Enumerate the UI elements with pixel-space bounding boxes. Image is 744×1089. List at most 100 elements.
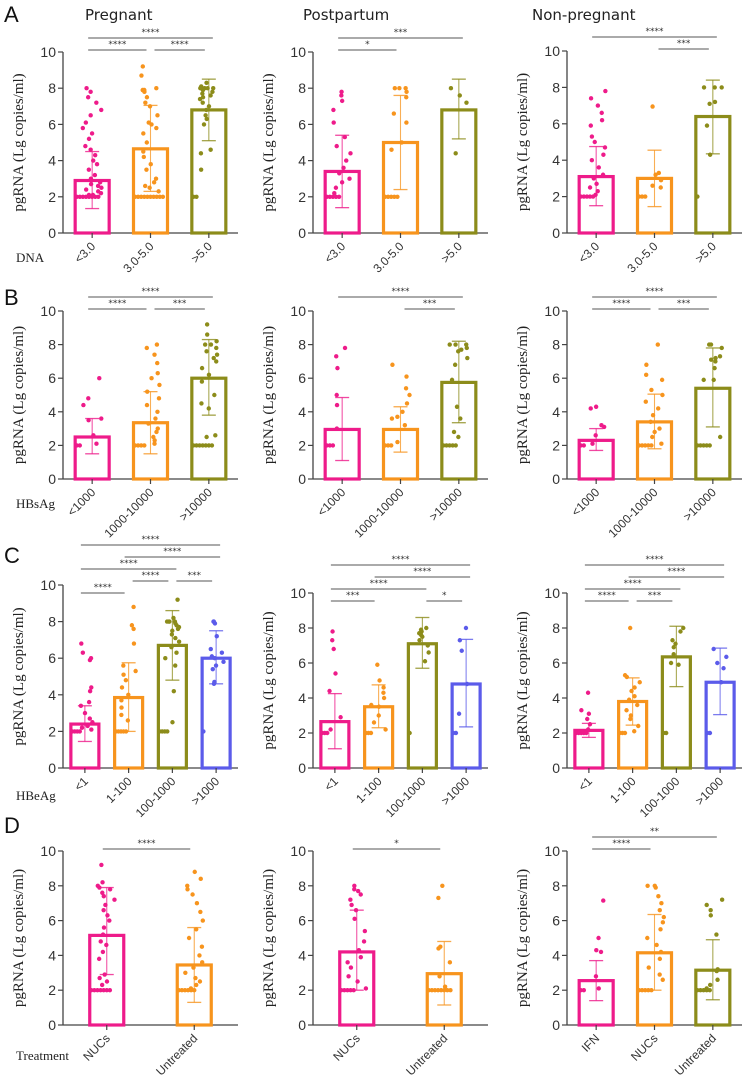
significance-label: *** <box>677 39 691 49</box>
data-point <box>155 360 160 366</box>
chart-panel-b-postpartum: pgRNA (Lg copies/ml) 0 2 4 6 8 10 <1000 1000-100… <box>261 287 488 540</box>
data-point <box>581 194 587 199</box>
data-point <box>453 151 458 156</box>
data-point <box>636 443 642 448</box>
chart-panel-a-postpartum: pgRNA (Lg copies/ml) 0 2 4 6 8 10 <3.0 3.0-5.0 >5… <box>261 28 488 276</box>
data-point <box>599 423 604 428</box>
data-point <box>676 662 681 667</box>
category-label: Untreated <box>672 1031 719 1078</box>
data-point <box>210 89 215 95</box>
significance-label: **** <box>163 547 182 557</box>
data-point <box>382 194 388 199</box>
significance-label: ** <box>650 827 660 837</box>
data-point <box>172 619 178 624</box>
data-point <box>204 107 209 113</box>
category-label: 100-1000 <box>383 774 429 820</box>
data-point <box>153 176 159 181</box>
data-point <box>336 194 342 199</box>
data-point <box>636 723 641 729</box>
data-point <box>459 347 464 352</box>
data-point <box>390 362 395 367</box>
y-tick-label: 6 <box>552 116 560 132</box>
data-point <box>77 729 82 734</box>
significance-label: **** <box>667 567 686 577</box>
y-tick-label: 4 <box>552 404 560 420</box>
data-point <box>135 443 141 448</box>
data-point <box>599 110 604 116</box>
data-point <box>214 634 219 639</box>
category-label: Untreated <box>403 1031 450 1078</box>
data-point <box>369 702 374 708</box>
y-tick-label: 4 <box>298 153 306 169</box>
data-point <box>213 433 218 438</box>
data-point <box>704 443 709 448</box>
data-point <box>711 377 716 383</box>
data-point <box>355 979 360 984</box>
data-point <box>643 399 648 404</box>
data-point <box>214 352 220 357</box>
data-point <box>381 690 386 695</box>
data-point <box>400 409 405 414</box>
y-tick-label: 4 <box>298 690 306 706</box>
data-point <box>142 183 148 189</box>
category-label: >10000 <box>426 485 465 524</box>
significance-label: **** <box>646 555 665 565</box>
data-point <box>87 716 93 721</box>
y-tick-label: 2 <box>552 189 560 205</box>
y-tick-label: 10 <box>290 843 306 859</box>
data-point <box>98 988 103 993</box>
significance-label: *** <box>188 571 202 581</box>
data-point <box>645 935 650 941</box>
data-point <box>176 639 182 644</box>
data-point <box>591 176 596 181</box>
data-point <box>333 671 338 676</box>
data-point <box>456 711 462 716</box>
data-point <box>713 355 718 361</box>
significance-label: *** <box>648 591 662 601</box>
data-point <box>464 342 469 347</box>
data-point <box>154 342 160 347</box>
data-point <box>451 429 457 435</box>
data-point <box>163 656 168 661</box>
data-point <box>663 730 669 736</box>
significance-label: **** <box>413 567 432 577</box>
significance-label: **** <box>624 579 643 589</box>
data-point <box>392 194 397 199</box>
data-point <box>436 895 441 901</box>
data-point <box>660 920 666 925</box>
data-point <box>173 663 178 668</box>
data-point <box>167 619 172 624</box>
data-point <box>95 883 101 888</box>
data-point <box>622 730 628 736</box>
data-point <box>206 443 212 448</box>
data-point <box>601 898 606 903</box>
data-point <box>698 988 703 993</box>
data-point <box>381 685 386 690</box>
data-point <box>149 376 154 381</box>
data-point <box>660 977 665 982</box>
data-point <box>596 935 601 941</box>
data-point <box>97 376 102 381</box>
data-point <box>585 716 590 722</box>
category-label: <1000 <box>65 485 99 519</box>
data-point <box>199 401 204 406</box>
data-point <box>95 183 101 189</box>
data-point <box>701 377 706 383</box>
data-point <box>344 158 349 163</box>
panel-letter-a: A <box>4 2 19 27</box>
data-point <box>86 167 92 172</box>
y-tick-label: 8 <box>552 79 560 95</box>
data-point <box>107 918 112 923</box>
data-point <box>154 125 159 131</box>
data-point <box>191 443 196 448</box>
data-point <box>338 715 343 720</box>
data-point <box>79 641 84 646</box>
data-point <box>330 638 335 643</box>
data-point <box>601 152 606 157</box>
data-point <box>708 342 714 347</box>
significance-label: **** <box>142 571 161 581</box>
data-point <box>584 194 590 199</box>
data-point <box>165 729 170 734</box>
y-axis-label: pgRNA (Lg copies/ml) <box>11 607 27 745</box>
significance-label: *** <box>346 591 360 601</box>
